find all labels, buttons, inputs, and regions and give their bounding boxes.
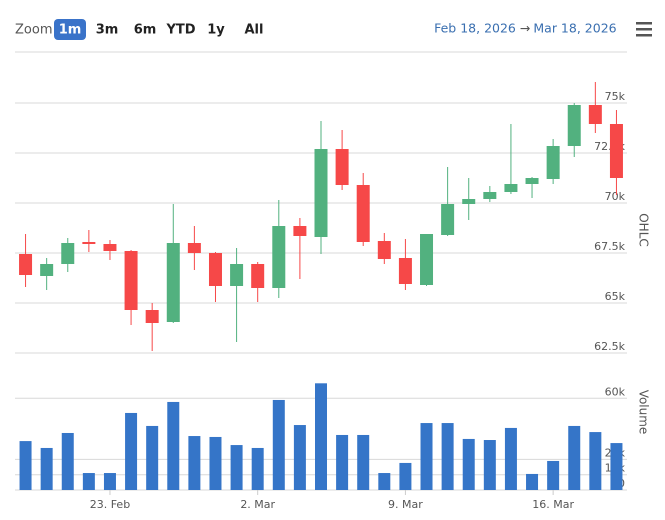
candle-body <box>377 241 391 259</box>
volume-bar <box>357 434 370 490</box>
volume-bar <box>378 473 391 490</box>
candle-body <box>124 251 138 310</box>
y-tick-label: 67.5k <box>594 240 625 253</box>
x-tick-label: 23. Feb <box>90 498 130 511</box>
volume-bar <box>526 473 539 490</box>
y-tick-label: 65k <box>605 290 626 303</box>
volume-bar <box>272 399 285 490</box>
candle-body <box>40 264 54 276</box>
candle-body <box>483 192 497 199</box>
zoom-button[interactable]: YTD <box>165 23 195 38</box>
volume-bar <box>19 441 32 490</box>
volume-bar <box>103 473 116 490</box>
volume-bar <box>188 436 201 490</box>
y-tick-label: 70k <box>605 190 626 203</box>
candle-body <box>504 184 518 192</box>
candle-body <box>356 185 370 242</box>
candle-body <box>609 124 623 178</box>
zoom-button[interactable]: 3m <box>96 23 119 38</box>
candle-body <box>441 204 455 235</box>
menu-line <box>636 34 652 37</box>
candle-body <box>420 234 434 285</box>
candle-body <box>335 149 349 185</box>
candle-body <box>230 264 244 286</box>
zoom-label: Zoom <box>15 23 52 38</box>
candle-body <box>293 226 307 236</box>
volume-bar <box>61 432 74 490</box>
candle-body <box>314 149 328 237</box>
candle-body <box>145 310 159 323</box>
candle-body <box>103 244 117 251</box>
volume-bar <box>336 434 349 490</box>
candle-body <box>462 199 476 204</box>
candle-body <box>272 226 286 288</box>
y-tick-label: 62.5k <box>594 340 625 353</box>
volume-bar <box>568 425 581 490</box>
volume-bar <box>40 447 53 490</box>
y2-axis-title: Volume <box>637 390 651 435</box>
volume-bar <box>589 432 602 490</box>
candle-body <box>251 264 265 288</box>
candle-body <box>19 254 33 275</box>
volume-bar <box>610 443 623 490</box>
y-axis-title: OHLC <box>637 213 651 247</box>
candle-body <box>546 146 560 179</box>
candle-body <box>82 242 96 244</box>
volume-bar <box>82 473 95 490</box>
candle-body <box>187 243 201 253</box>
range-from[interactable]: Feb 18, 2026 <box>434 21 516 36</box>
candle-body <box>166 243 180 322</box>
x-tick-label: 16. Mar <box>532 498 574 511</box>
menu-line <box>636 22 652 25</box>
zoom-button[interactable]: 6m <box>134 23 157 38</box>
y-tick-label: 75k <box>605 90 626 103</box>
candle-body <box>588 105 602 124</box>
volume-bar <box>125 412 138 490</box>
zoom-button-bg[interactable] <box>54 19 86 40</box>
volume-bar <box>483 440 496 490</box>
volume-bar <box>441 423 454 490</box>
zoom-button[interactable]: 1y <box>207 23 225 38</box>
y-tick-label: 60k <box>605 385 626 398</box>
zoom-button[interactable]: All <box>245 23 264 38</box>
volume-bar <box>251 447 264 490</box>
menu-line <box>636 28 652 31</box>
x-tick-label: 2. Mar <box>240 498 275 511</box>
volume-bar <box>420 423 433 490</box>
x-tick-label: 9. Mar <box>388 498 423 511</box>
candle-body <box>208 253 222 286</box>
range-to[interactable]: Mar 18, 2026 <box>533 21 616 36</box>
volume-bar <box>315 383 327 490</box>
candle-body <box>567 105 581 146</box>
volume-bar <box>146 425 159 490</box>
volume-bar <box>547 460 560 490</box>
volume-bar <box>230 445 243 490</box>
candle-body <box>61 243 75 264</box>
volume-bar <box>399 462 412 490</box>
volume-bar <box>504 427 517 490</box>
menu-button[interactable] <box>636 22 652 37</box>
volume-bar <box>167 401 180 490</box>
candle-body <box>525 178 539 184</box>
candle-body <box>398 258 412 284</box>
volume-bar <box>293 425 306 490</box>
range-arrow: → <box>520 21 530 36</box>
volume-bar <box>462 438 475 490</box>
zoom-button[interactable]: 1m <box>59 23 82 38</box>
volume-bar <box>209 436 222 490</box>
